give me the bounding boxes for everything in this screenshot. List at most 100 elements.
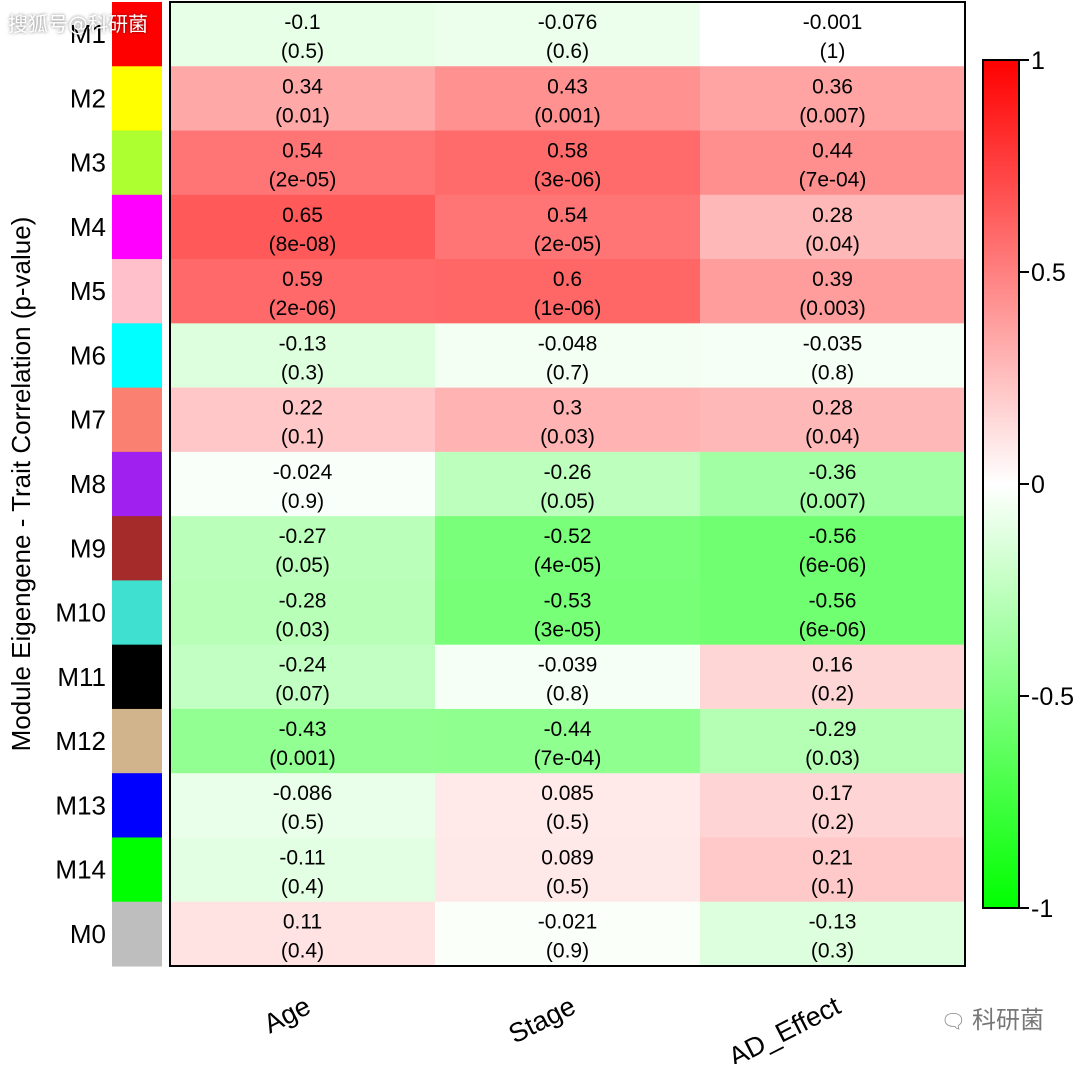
heatmap-cell-m11-ad-effect <box>700 644 966 710</box>
correlation-label: -0.1 <box>284 11 320 34</box>
p-value-label: (0.6) <box>546 40 589 63</box>
colorbar-tick-label: 1 <box>1031 47 1045 75</box>
y-axis-title: Module Eigengene - Trait Correlation (p-… <box>6 217 36 752</box>
watermark-bottom-right: 🗨 科研菌 <box>941 1000 1044 1035</box>
correlation-label: 0.34 <box>282 75 323 98</box>
p-value-label: (0.5) <box>546 875 589 898</box>
heatmap-cell-m6-age <box>170 323 436 389</box>
correlation-label: -0.29 <box>809 718 857 741</box>
p-value-label: (0.3) <box>281 361 324 384</box>
watermark-bottom-right-text: 科研菌 <box>972 1006 1044 1034</box>
heatmap-cell-m0-age <box>170 901 436 967</box>
correlation-label: 0.39 <box>812 268 853 291</box>
p-value-label: (2e-06) <box>269 297 337 320</box>
correlation-label: 0.3 <box>553 397 582 420</box>
correlation-label: -0.024 <box>273 461 333 484</box>
heatmap-cell-m10-age <box>170 580 436 646</box>
correlation-label: -0.13 <box>809 911 857 934</box>
colorbar-tick-label: -1 <box>1031 895 1053 923</box>
row-label: M5 <box>70 276 106 306</box>
heatmap-cell-m14-stage <box>435 837 701 903</box>
correlation-label: 0.22 <box>282 397 323 420</box>
correlation-label: 0.43 <box>547 75 588 98</box>
row-label: M12 <box>55 726 106 756</box>
heatmap-cell-m4-stage <box>435 194 701 260</box>
colorbar <box>982 59 1020 909</box>
heatmap-cell-m9-age <box>170 516 436 581</box>
p-value-label: (7e-04) <box>799 169 867 192</box>
heatmap-cell-m9-stage <box>435 516 701 581</box>
correlation-label: -0.53 <box>544 589 592 612</box>
correlation-label: -0.24 <box>279 654 327 677</box>
heatmap-cell-m7-stage <box>435 387 701 453</box>
correlation-label: 0.59 <box>282 268 323 291</box>
heatmap-cell-m8-age <box>170 451 436 517</box>
module-color-swatch <box>112 387 162 453</box>
correlation-label: -0.27 <box>279 525 327 548</box>
p-value-label: (1e-06) <box>534 297 602 320</box>
correlation-label: -0.26 <box>544 461 592 484</box>
row-label: M10 <box>55 598 106 628</box>
row-label: M9 <box>70 533 106 563</box>
plot-border <box>169 1 966 967</box>
colorbar-tick-label: 0 <box>1031 471 1045 499</box>
row-label: M8 <box>70 469 106 499</box>
row-label: M11 <box>57 662 106 692</box>
correlation-label: 0.17 <box>812 782 853 805</box>
row-label: M3 <box>70 148 106 178</box>
column-label: Age <box>259 991 315 1040</box>
row-label: M4 <box>70 212 106 242</box>
heatmap-cell-m10-stage <box>435 580 701 646</box>
row-label: M14 <box>55 855 106 885</box>
row-label: M6 <box>70 340 106 370</box>
correlation-label: 0.21 <box>812 846 853 869</box>
correlation-label: -0.44 <box>544 718 592 741</box>
p-value-label: (3e-06) <box>534 169 602 192</box>
heatmap-cell-m5-age <box>170 259 436 324</box>
correlation-label: -0.56 <box>809 525 857 548</box>
heatmap-cell-m2-stage <box>435 66 701 132</box>
correlation-label: 0.28 <box>812 397 853 420</box>
heatmap-cell-m12-ad-effect <box>700 708 966 774</box>
heatmap-cell-m11-age <box>170 644 436 710</box>
module-color-swatch <box>112 130 162 196</box>
correlation-label: 0.089 <box>541 846 594 869</box>
row-label: M13 <box>55 790 106 820</box>
column-label: Stage <box>504 991 580 1050</box>
p-value-label: (0.03) <box>275 618 330 641</box>
module-color-swatch <box>112 901 162 967</box>
p-value-label: (0.9) <box>281 490 324 513</box>
row-label: M1 <box>70 19 106 49</box>
heatmap-cell-m0-stage <box>435 901 701 967</box>
correlation-label: -0.035 <box>803 332 863 355</box>
heatmap-cell-m6-ad-effect <box>700 323 966 389</box>
row-label: M2 <box>70 83 106 113</box>
p-value-label: (6e-06) <box>799 554 867 577</box>
correlation-label: -0.086 <box>273 782 333 805</box>
p-value-label: (0.04) <box>805 426 860 449</box>
heatmap-cell-m2-age <box>170 66 436 132</box>
p-value-label: (2e-05) <box>534 233 602 256</box>
p-value-label: (0.05) <box>275 554 330 577</box>
heatmap-cell-m9-ad-effect <box>700 516 966 581</box>
p-value-label: (0.03) <box>540 426 595 449</box>
heatmap-cell-m5-ad-effect <box>700 259 966 324</box>
correlation-label: 0.085 <box>541 782 594 805</box>
module-color-swatch <box>112 708 162 774</box>
p-value-label: (0.003) <box>799 297 866 320</box>
correlation-label: 0.11 <box>283 911 322 934</box>
correlation-label: -0.43 <box>279 718 327 741</box>
p-value-label: (0.5) <box>281 40 324 63</box>
p-value-label: (0.05) <box>540 490 595 513</box>
correlation-label: -0.52 <box>544 525 592 548</box>
heatmap-cell-m8-ad-effect <box>700 451 966 517</box>
p-value-label: (0.1) <box>811 875 854 898</box>
module-color-swatch <box>112 451 162 517</box>
module-color-swatch <box>112 516 162 581</box>
watermark-top-left: 搜狐号@科研菌 <box>8 12 148 36</box>
p-value-label: (0.03) <box>805 747 860 770</box>
correlation-label: 0.54 <box>282 140 323 163</box>
heatmap-cell-m5-stage <box>435 259 701 324</box>
heatmap-cell-m2-ad-effect <box>700 66 966 132</box>
